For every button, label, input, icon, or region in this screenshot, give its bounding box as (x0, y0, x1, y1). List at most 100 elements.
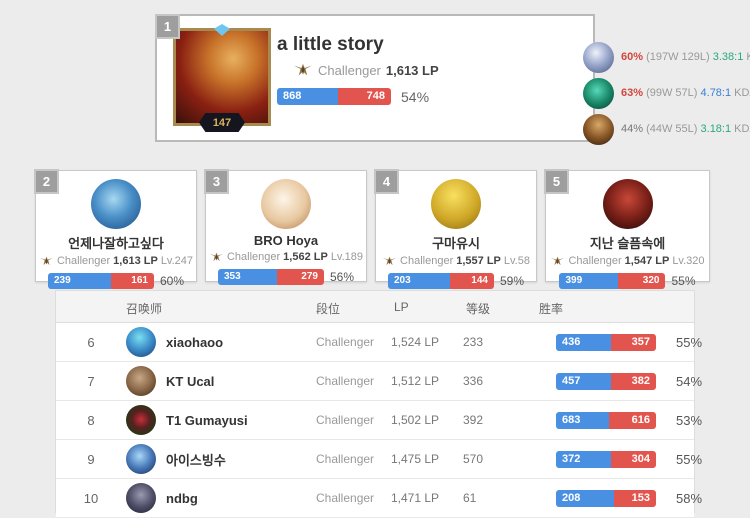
header-tier: 段位 (316, 302, 341, 316)
summoner-name[interactable]: ndbg (166, 490, 198, 506)
header-lp: LP (394, 300, 409, 314)
level-label: Lv.320 (672, 255, 705, 267)
level-cell: 336 (463, 374, 484, 388)
summoner-name[interactable]: 지난 슬픔속에 (589, 236, 666, 251)
losses-count: 144 (471, 275, 488, 286)
summoner-name[interactable]: 구마유시 (432, 236, 480, 251)
summoner-name[interactable]: 언제나잘하고싶다 (68, 236, 164, 251)
rank-badge: 3 (204, 169, 229, 194)
rank-badge: 2 (34, 169, 59, 194)
rank-cell: 8 (87, 412, 95, 428)
winrate-percent: 53% (676, 412, 703, 428)
lp-value: 1,562 LP (283, 251, 328, 263)
summoner-name[interactable]: BRO Hoya (253, 233, 319, 248)
winloss-bar: 208 153 (556, 489, 656, 507)
summoner-name[interactable]: 아이스빙수 (166, 452, 226, 468)
winrate-percent: 59% (499, 274, 525, 288)
wins-count: 399 (565, 275, 583, 286)
summoner-level-badge: 147 (199, 113, 245, 132)
challenger-crest-icon (382, 256, 397, 267)
level-label: Lv.247 (160, 255, 194, 267)
champion-stat-row[interactable]: 60% (197W 129L) 3.38:1 KDA (583, 41, 750, 73)
table-row[interactable]: 10 ndbg Challenger 1,471 LP 61 208 153 5… (56, 479, 702, 518)
level-cell: 570 (463, 452, 484, 466)
winloss-bar: 399 320 (559, 273, 666, 289)
tier-label: Challenger (568, 255, 622, 267)
summoner-avatar (91, 179, 141, 229)
table-row[interactable]: 8 T1 Gumayusi Challenger 1,502 LP 392 68… (56, 401, 702, 440)
winloss-bar: 683 616 (556, 411, 656, 429)
tier-label: Challenger (56, 255, 111, 267)
summoner-name[interactable]: T1 Gumayusi (166, 412, 248, 428)
summoner-name[interactable]: KT Ucal (166, 373, 215, 389)
champion-record: (44W 55L) (646, 123, 698, 135)
winrate-percent: 55% (676, 451, 703, 467)
champion-stat-row[interactable]: 63% (99W 57L) 4.78:1 KDA (583, 77, 750, 109)
table-row[interactable]: 6 xiaohaoo Challenger 1,524 LP 233 436 3… (56, 323, 702, 362)
summoner-avatar (261, 179, 311, 229)
winloss-bar: 372 304 (556, 450, 656, 468)
summoner-name[interactable]: xiaohaoo (166, 334, 224, 350)
lp-cell: 1,512 LP (391, 374, 440, 388)
winrate-percent: 54% (676, 373, 703, 389)
leaderboard-table: 召唤师 段位 LP 等级 胜率 6 xiaohaoo Challenger 1,… (55, 290, 702, 518)
summoner-avatar (431, 179, 481, 229)
lp-value: 1,547 LP (624, 255, 670, 267)
summoner-avatar (126, 366, 156, 396)
header-level: 等级 (466, 302, 491, 316)
losses-count: 748 (366, 90, 385, 102)
losses-count: 357 (631, 335, 650, 348)
rank3-card[interactable]: 3 BRO Hoya Challenger 1,562 LP Lv.189 35… (204, 169, 367, 285)
lp-cell: 1,502 LP (391, 413, 440, 427)
rank-cell: 10 (83, 490, 99, 506)
lp-value: 1,613 LP (385, 63, 439, 78)
challenger-crest-icon (293, 63, 313, 78)
losses-count: 382 (631, 374, 650, 387)
rank-badge: 5 (544, 169, 569, 194)
winloss-bar: 239 161 (47, 273, 154, 289)
rank2-card[interactable]: 2 언제나잘하고싶다 Challenger 1,613 LP Lv.247 23… (34, 169, 197, 289)
wins-count: 683 (562, 413, 581, 426)
level-label: Lv.189 (330, 251, 364, 263)
table-header: 召唤师 段位 LP 等级 胜率 (56, 291, 694, 323)
losses-count: 279 (301, 271, 318, 282)
losses-count: 304 (631, 452, 650, 465)
winrate-percent: 58% (676, 490, 703, 506)
level-label: Lv.58 (503, 255, 530, 267)
winloss-bar: 436 357 (556, 333, 656, 351)
kda-label: KDA (734, 123, 750, 135)
level-cell: 233 (463, 335, 484, 349)
tier-cell: Challenger (316, 452, 375, 466)
champion-record: (99W 57L) (646, 87, 698, 99)
rank5-card[interactable]: 5 지난 슬픔속에 Challenger 1,547 LP Lv.320 399… (544, 169, 710, 289)
wins-count: 436 (562, 335, 581, 348)
rank1-card[interactable]: 1 147 a little story Challenger 1,613 LP… (155, 14, 750, 145)
champion-kda: 3.18:1 (700, 123, 732, 135)
level-cell: 61 (463, 491, 477, 505)
lp-value: 1,557 LP (456, 255, 501, 267)
summoner-avatar (126, 483, 156, 513)
kda-label: KDA (734, 87, 750, 99)
rank4-card[interactable]: 4 구마유시 Challenger 1,557 LP Lv.58 203 144… (374, 169, 537, 289)
summoner-name[interactable]: a little story (277, 34, 384, 55)
losses-count: 616 (631, 413, 650, 426)
losses-count: 161 (131, 275, 148, 286)
winloss-bar: 457 382 (556, 372, 656, 390)
table-row[interactable]: 9 아이스빙수 Challenger 1,475 LP 570 372 304 … (56, 440, 702, 479)
lp-cell: 1,471 LP (391, 491, 440, 505)
lp-cell: 1,475 LP (391, 452, 440, 466)
rank-cell: 7 (87, 373, 95, 389)
table-row[interactable]: 7 KT Ucal Challenger 1,512 LP 336 457 38… (56, 362, 702, 401)
wins-count: 372 (562, 452, 581, 465)
champion-winrate: 44% (621, 123, 644, 135)
losses-count: 153 (631, 491, 650, 504)
lp-cell: 1,524 LP (391, 335, 440, 349)
champion-stat-row[interactable]: 44% (44W 55L) 3.18:1 KDA (583, 113, 750, 145)
summoner-avatar (126, 405, 156, 435)
champion-record: (197W 129L) (646, 51, 710, 63)
wins-count: 457 (562, 374, 581, 387)
kda-label: KDA (746, 51, 750, 63)
summoner-avatar (126, 444, 156, 474)
champion-icon (583, 113, 614, 145)
rank-badge: 1 (155, 14, 180, 39)
